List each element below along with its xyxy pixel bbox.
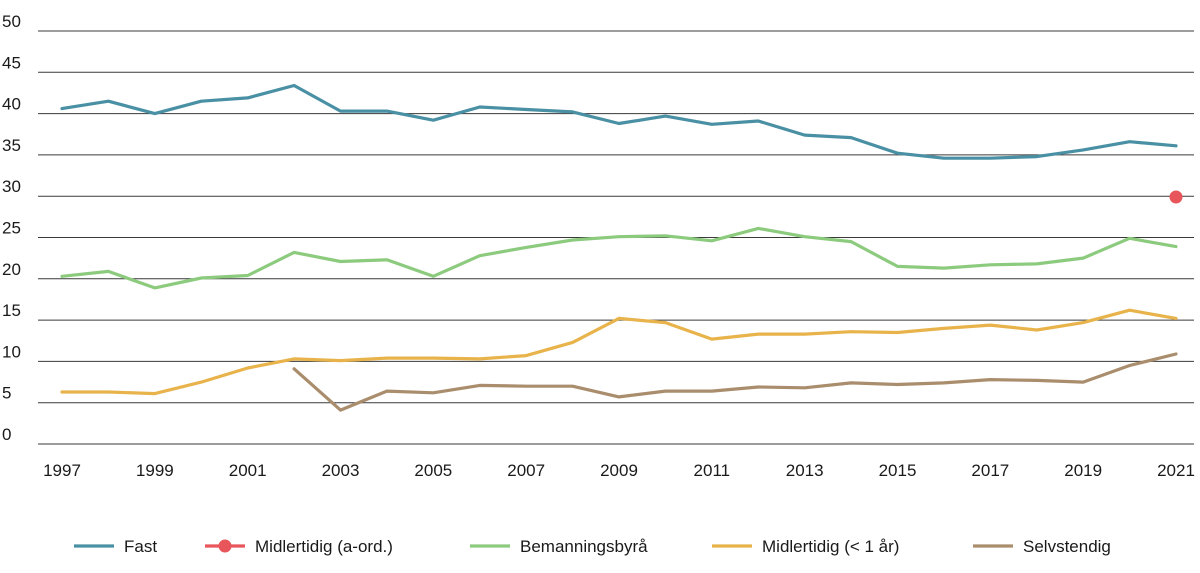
legend-item-midlertidig-a-ord: Midlertidig (a-ord.) bbox=[205, 537, 393, 556]
legend-item-fast: Fast bbox=[74, 537, 157, 556]
y-tick-label: 25 bbox=[2, 219, 21, 238]
series-line-selvstendig bbox=[292, 352, 1178, 412]
legend-label: Midlertidig (a-ord.) bbox=[255, 537, 393, 556]
x-tick-label: 2009 bbox=[600, 461, 638, 480]
y-tick-label: 10 bbox=[2, 342, 21, 361]
legend-label: Selvstendig bbox=[1023, 537, 1111, 556]
y-tick-label: 5 bbox=[2, 384, 11, 403]
series-line-fast bbox=[60, 83, 1178, 160]
y-tick-label: 40 bbox=[2, 95, 21, 114]
x-tick-label: 2011 bbox=[694, 461, 731, 480]
x-tick-label: 2003 bbox=[322, 461, 360, 480]
y-tick-label: 35 bbox=[2, 136, 21, 155]
y-tick-label: 45 bbox=[2, 53, 21, 72]
x-axis-ticks: 1997 1999 2001 2003 2005 2007 2009 2011 2013 2015… bbox=[43, 461, 1195, 480]
legend-label: Midlertidig (< 1 år) bbox=[762, 537, 899, 556]
legend-label: Fast bbox=[124, 537, 157, 556]
y-tick-label: 15 bbox=[2, 301, 21, 320]
y-tick-label: 30 bbox=[2, 177, 21, 196]
series-line-bemanningsbyr bbox=[60, 226, 1178, 290]
legend-label: Bemanningsbyrå bbox=[520, 537, 648, 556]
point-midlertidig-a-ord bbox=[1169, 190, 1183, 204]
x-tick-label: 2005 bbox=[414, 461, 452, 480]
legend-item-bemanningsbyr: Bemanningsbyrå bbox=[470, 537, 648, 556]
series-line-midlertidig-1-r bbox=[60, 308, 1178, 396]
x-tick-label: 2021 bbox=[1157, 461, 1195, 480]
x-tick-label: 2001 bbox=[229, 461, 267, 480]
x-tick-label: 2013 bbox=[786, 461, 824, 480]
y-tick-label: 50 bbox=[2, 12, 21, 31]
x-tick-label: 2019 bbox=[1064, 461, 1102, 480]
x-tick-label: 1999 bbox=[136, 461, 174, 480]
x-tick-label: 2007 bbox=[507, 461, 545, 480]
y-axis-ticks: 0 5 10 15 20 25 30 35 40 45 50 bbox=[2, 12, 21, 444]
x-tick-label: 2015 bbox=[879, 461, 917, 480]
legend: Fast Midlertidig (a-ord.) Bemanningsbyrå Mi… bbox=[74, 537, 1111, 556]
legend-marker bbox=[218, 539, 232, 553]
y-tick-label: 20 bbox=[2, 260, 21, 279]
legend-item-selvstendig: Selvstendig bbox=[973, 537, 1111, 556]
x-tick-label: 1997 bbox=[43, 461, 81, 480]
legend-item-midlertidig-1-r: Midlertidig (< 1 år) bbox=[712, 537, 899, 556]
x-tick-label: 2017 bbox=[971, 461, 1009, 480]
series-layer bbox=[60, 83, 1183, 412]
y-tick-label: 0 bbox=[2, 425, 11, 444]
